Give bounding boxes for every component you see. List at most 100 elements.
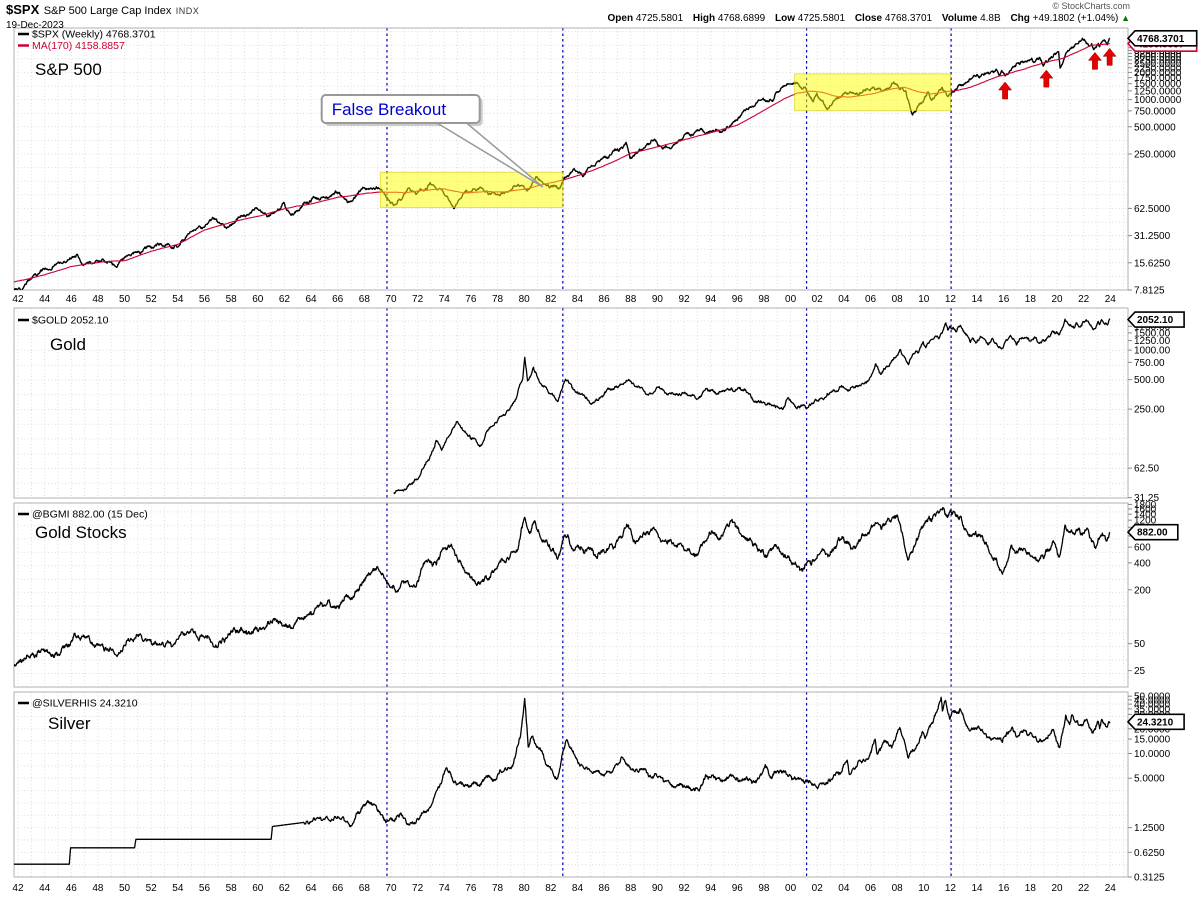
y-axis-label: 200 — [1134, 585, 1151, 596]
x-axis-label: 14 — [972, 883, 984, 894]
x-axis-label: 64 — [305, 294, 317, 305]
x-axis-label: 98 — [758, 883, 770, 894]
x-axis-label: 86 — [599, 294, 611, 305]
y-axis-label: 500.00 — [1134, 375, 1165, 386]
x-axis-label: 60 — [252, 294, 264, 305]
x-axis-label: 98 — [758, 294, 770, 305]
x-axis-label: 80 — [519, 883, 531, 894]
x-axis-label: 46 — [66, 294, 78, 305]
price-line-@BGMI — [14, 506, 1111, 667]
close-value: 4768.3701 — [884, 13, 933, 24]
up-arrow-icon — [1102, 47, 1117, 66]
chart-date: 19-Dec-2023 — [6, 20, 64, 31]
x-axis-label: 64 — [305, 883, 317, 894]
x-axis-label: 56 — [199, 294, 211, 305]
highlight-box — [794, 73, 951, 112]
y-axis-label: 1800 — [1134, 500, 1157, 511]
x-axis-label: 24 — [1105, 294, 1117, 305]
y-axis-label: 1000.0000 — [1134, 95, 1182, 106]
x-axis-label: 16 — [998, 294, 1010, 305]
x-axis-label: 88 — [625, 883, 637, 894]
x-axis-label: 84 — [572, 294, 584, 305]
up-arrow-icon — [1087, 51, 1102, 70]
quote-summary: Open 4725.5801 High 4768.6899 Low 4725.5… — [601, 13, 1130, 24]
x-axis-label: 78 — [492, 883, 504, 894]
y-axis-label: 0.6250 — [1134, 848, 1165, 859]
x-axis-label: 88 — [625, 294, 637, 305]
x-axis-label: 90 — [652, 294, 664, 305]
x-axis-label: 56 — [199, 883, 211, 894]
series-group — [14, 506, 1111, 667]
x-axis-label: 92 — [678, 294, 690, 305]
x-axis-label: 42 — [12, 883, 24, 894]
y-axis-label: 1500.0000 — [1134, 79, 1182, 90]
panel-title: Gold Stocks — [35, 523, 127, 542]
x-axis-label: 08 — [892, 294, 904, 305]
y-axis-label: 1000.00 — [1134, 346, 1171, 357]
x-axis-label: 54 — [172, 883, 184, 894]
x-axis-label: 08 — [892, 883, 904, 894]
x-axis-label: 14 — [972, 294, 984, 305]
x-axis-label: 00 — [785, 294, 797, 305]
y-axis-label: 2500.0000 — [1134, 59, 1182, 70]
x-axis-label: 50 — [119, 294, 131, 305]
x-axis-label: 78 — [492, 294, 504, 305]
y-axis-label: 35.0000 — [1134, 704, 1171, 715]
price-tag — [1126, 30, 1198, 47]
x-axis-label: 44 — [39, 883, 51, 894]
x-axis-label: 18 — [1025, 294, 1037, 305]
low-label: Low — [774, 13, 795, 24]
x-axis-label: 62 — [279, 294, 291, 305]
x-axis-label: 44 — [39, 294, 51, 305]
panel-title: S&P 500 — [35, 60, 102, 79]
x-axis-label: 76 — [465, 294, 477, 305]
legend-label: $SPX (Weekly) 4768.3701 — [32, 29, 156, 41]
series-group — [14, 696, 1111, 865]
x-axis-label: 54 — [172, 294, 184, 305]
x-axis-label: 70 — [385, 294, 397, 305]
x-axis-label: 48 — [92, 883, 104, 894]
y-axis-label: 1500.00 — [1134, 328, 1171, 339]
y-axis-label: 50 — [1134, 639, 1146, 650]
y-axis-label: 1250.0000 — [1134, 86, 1182, 97]
x-axis-label: 10 — [918, 883, 930, 894]
volume-value: 4.8B — [980, 13, 1001, 24]
x-axis-label: 16 — [998, 883, 1010, 894]
x-axis-label: 86 — [599, 883, 611, 894]
price-tag — [1126, 311, 1185, 328]
price-tag-value: 4768.3701 — [1137, 34, 1185, 45]
y-axis-label: 750.0000 — [1134, 106, 1176, 117]
x-axis-label: 42 — [12, 294, 24, 305]
x-axis-label: 20 — [1051, 883, 1063, 894]
x-axis-label: 48 — [92, 294, 104, 305]
x-axis-label: 46 — [66, 883, 78, 894]
y-axis-label: 1750.0000 — [1134, 73, 1182, 84]
x-axis-label: 24 — [1105, 883, 1117, 894]
x-axis-label: 94 — [705, 883, 717, 894]
x-axis-label: 74 — [439, 294, 451, 305]
x-axis-label: 22 — [1078, 294, 1090, 305]
x-axis-label: 04 — [838, 294, 850, 305]
panel-border — [13, 307, 1129, 499]
y-axis-label: 1.2500 — [1134, 823, 1165, 834]
volume-label: Volume — [941, 13, 978, 24]
y-axis-label: 250.00 — [1134, 405, 1165, 416]
x-axis-label: 02 — [812, 294, 824, 305]
x-axis-label: 96 — [732, 883, 744, 894]
false-breakout-label: False Breakout — [332, 100, 447, 119]
y-axis-label: 1250.00 — [1134, 336, 1171, 347]
price-line-$GOLD — [393, 318, 1111, 495]
y-axis-label: 10.0000 — [1134, 749, 1171, 760]
y-axis-label: 2000.0000 — [1134, 68, 1182, 79]
x-axis-label: 72 — [412, 883, 424, 894]
open-value: 4725.5801 — [635, 13, 684, 24]
price-tag-value: 882.00 — [1137, 528, 1168, 539]
y-axis-label: 31.25 — [1134, 493, 1159, 504]
x-axis-label: 58 — [226, 294, 238, 305]
x-axis-label: 82 — [545, 294, 557, 305]
x-axis-label: 82 — [545, 883, 557, 894]
x-axis-label: 62 — [279, 883, 291, 894]
x-axis-label: 66 — [332, 883, 344, 894]
